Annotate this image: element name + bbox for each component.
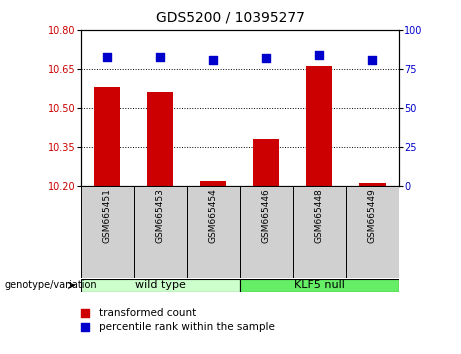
Bar: [81, 279, 240, 292]
Bar: [253, 139, 279, 186]
Bar: [346, 186, 399, 278]
Text: GSM665446: GSM665446: [262, 189, 271, 243]
Text: GSM665451: GSM665451: [103, 189, 112, 244]
Point: [368, 57, 376, 63]
Bar: [240, 279, 399, 292]
Point: [82, 310, 89, 316]
Bar: [81, 186, 134, 278]
Text: wild type: wild type: [135, 280, 186, 290]
Text: transformed count: transformed count: [99, 308, 196, 318]
Text: GSM665454: GSM665454: [209, 189, 218, 243]
Bar: [134, 186, 187, 278]
Bar: [187, 186, 240, 278]
Point: [156, 54, 164, 59]
Point: [82, 325, 89, 330]
Point: [262, 55, 270, 61]
Bar: [359, 183, 385, 186]
Text: GSM665449: GSM665449: [368, 189, 377, 243]
Text: GSM665453: GSM665453: [156, 189, 165, 244]
Text: GSM665448: GSM665448: [315, 189, 324, 243]
Bar: [147, 92, 173, 186]
Text: genotype/variation: genotype/variation: [5, 280, 97, 290]
Text: GDS5200 / 10395277: GDS5200 / 10395277: [156, 11, 305, 25]
Bar: [306, 67, 332, 186]
Point: [209, 57, 217, 63]
Bar: [200, 181, 226, 186]
Text: KLF5 null: KLF5 null: [294, 280, 345, 290]
Bar: [293, 186, 346, 278]
Text: percentile rank within the sample: percentile rank within the sample: [99, 322, 275, 332]
Bar: [94, 87, 120, 186]
Point: [315, 52, 323, 58]
Bar: [240, 186, 293, 278]
Point: [103, 54, 111, 59]
